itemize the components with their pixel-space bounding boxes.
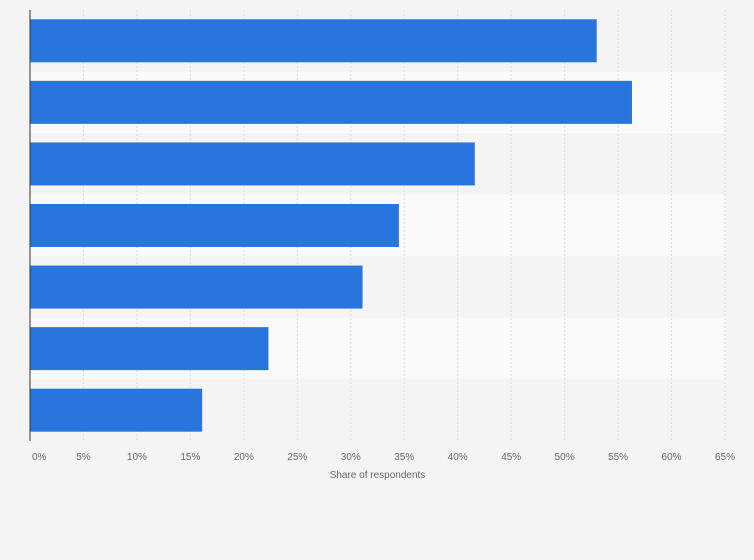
bar-5 bbox=[30, 265, 363, 309]
x-tick-label-40: 40% bbox=[448, 452, 468, 463]
x-tick-label-30: 30% bbox=[341, 452, 361, 463]
bar-3 bbox=[30, 142, 475, 186]
x-tick-label-0: 0% bbox=[32, 452, 47, 463]
x-tick-label-20: 20% bbox=[234, 452, 254, 463]
x-tick-label-50: 50% bbox=[555, 452, 575, 463]
x-tick-label-55: 55% bbox=[608, 452, 628, 463]
bar-1 bbox=[30, 19, 597, 63]
x-tick-label-10: 10% bbox=[127, 452, 147, 463]
bar-2 bbox=[30, 80, 632, 124]
x-tick-label-5: 5% bbox=[76, 452, 91, 463]
bar-7 bbox=[30, 388, 203, 432]
bars bbox=[30, 19, 632, 432]
x-tick-labels: 0% 5% 10% 15% 20% 25% 30% 35% 40% 45% 50% 55% 60% 65% bbox=[32, 452, 735, 463]
bar-6 bbox=[30, 327, 269, 371]
x-axis-title: Share of respondents bbox=[330, 470, 426, 481]
bar-4 bbox=[30, 204, 399, 247]
x-tick-label-45: 45% bbox=[501, 452, 521, 463]
x-tick-label-65: 65% bbox=[715, 452, 735, 463]
x-tick-label-15: 15% bbox=[180, 452, 200, 463]
x-tick-label-60: 60% bbox=[662, 452, 682, 463]
x-tick-label-35: 35% bbox=[394, 452, 414, 463]
x-tick-label-25: 25% bbox=[287, 452, 307, 463]
